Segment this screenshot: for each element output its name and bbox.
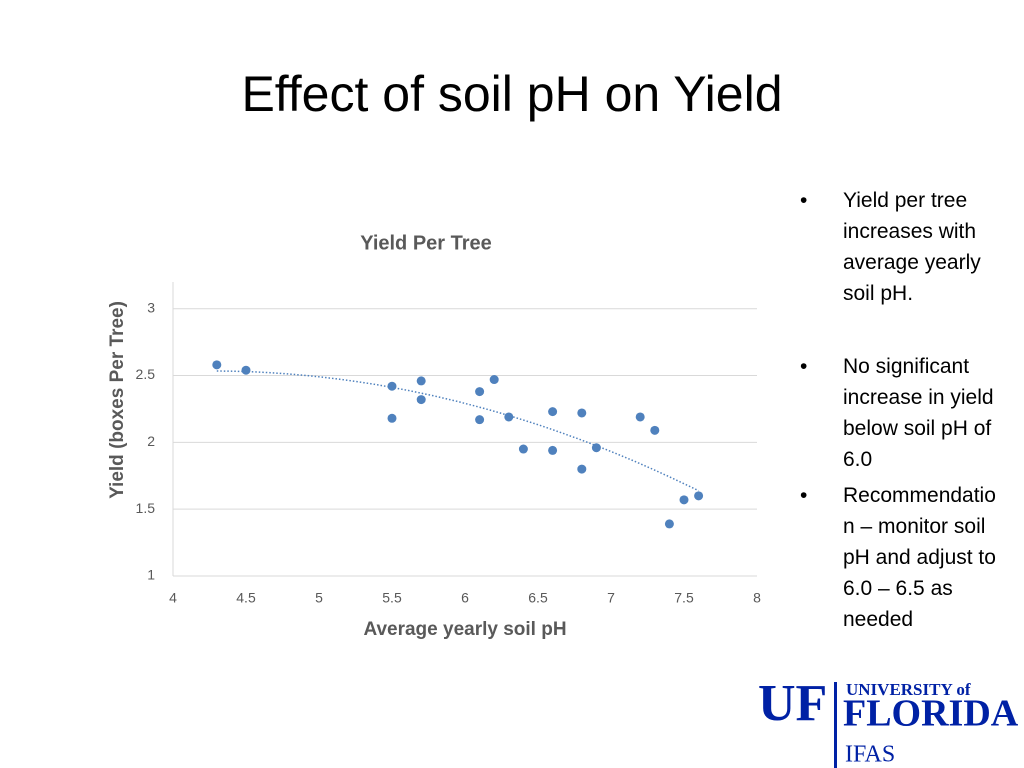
- logo-line2: FLORIDA: [843, 693, 1019, 735]
- logo-mark: UF: [758, 675, 827, 732]
- slide-title: Effect of soil pH on Yield: [241, 66, 782, 122]
- bullet: • Recommendation – monitor soil pH and ad…: [800, 480, 1000, 635]
- point: [577, 464, 587, 474]
- point: [664, 519, 674, 529]
- point: [241, 365, 251, 375]
- y-tick-label: 3: [147, 299, 155, 315]
- bullet-text: Recommendation – monitor soil pH and adj…: [843, 484, 996, 631]
- point: [679, 495, 689, 505]
- logo-line3: IFAS: [845, 742, 895, 768]
- bullet-text: No significant increase in yield below s…: [843, 355, 994, 471]
- point: [504, 412, 514, 422]
- y-tick-label: 1.5: [136, 500, 156, 516]
- point: [650, 425, 660, 435]
- x-tick-label: 5.5: [382, 590, 402, 606]
- point: [387, 381, 397, 391]
- x-tick-label: 7: [607, 590, 615, 606]
- x-tick-label: 8: [753, 590, 761, 606]
- chart-title: Yield Per Tree: [360, 232, 492, 254]
- point: [387, 413, 397, 423]
- x-tick-label: 7.5: [674, 590, 694, 606]
- point: [635, 412, 645, 422]
- point: [518, 444, 528, 454]
- bullet: • Yield per tree increases with average y…: [800, 185, 1000, 309]
- point: [416, 395, 426, 405]
- y-tick-label: 1: [147, 567, 155, 583]
- x-tick-label: 5: [315, 590, 323, 606]
- logo-line1: UNIVERSITY of: [846, 680, 971, 699]
- bullet: • No significant increase in yield below …: [800, 351, 1000, 475]
- logo: UF UNIVERSITY of FLORIDA IFAS: [758, 675, 1019, 768]
- point: [475, 415, 485, 425]
- x-tick-label: 6: [461, 590, 469, 606]
- y-tick-label: 2: [147, 433, 155, 449]
- point: [416, 376, 426, 386]
- x-tick-label: 6.5: [528, 590, 548, 606]
- point: [475, 387, 485, 397]
- point: [212, 360, 222, 370]
- y-axis-label: Yield (boxes Per Tree): [107, 301, 128, 499]
- logo-divider: [834, 682, 837, 768]
- point: [489, 375, 499, 385]
- trendline: [216, 370, 699, 492]
- point: [591, 443, 601, 453]
- point: [548, 407, 558, 417]
- x-tick-label: 4.5: [236, 590, 256, 606]
- point: [548, 445, 558, 455]
- x-axis-label: Average yearly soil pH: [363, 619, 566, 640]
- x-tick-label: 4: [169, 590, 177, 606]
- point: [694, 491, 704, 501]
- bullet-text: Yield per tree increases with average ye…: [843, 189, 981, 305]
- y-tick-label: 2.5: [136, 366, 156, 382]
- point: [577, 408, 587, 418]
